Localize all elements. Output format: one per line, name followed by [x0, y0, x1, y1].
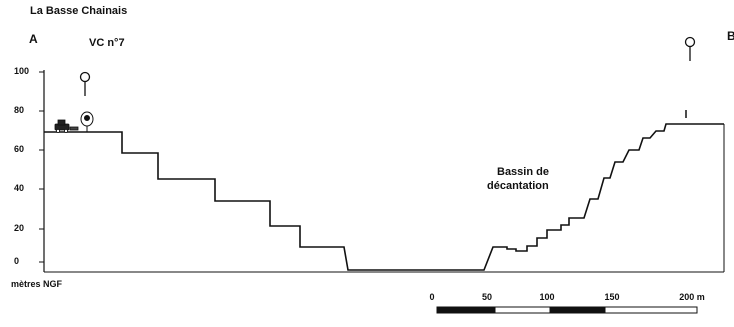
survey-marker-b-icon [684, 36, 696, 61]
vc-label: VC n°7 [89, 37, 125, 49]
y-tick-label: 100 [14, 66, 30, 76]
y-tick-label: 20 [14, 223, 25, 233]
y-axis-ticks [39, 71, 44, 263]
terrain-profile [44, 123, 724, 271]
scale-tick-label: 0 [429, 292, 435, 302]
y-tick-label: 80 [14, 105, 25, 115]
scale-bar [436, 306, 698, 314]
basin-label-line2: décantation [487, 180, 549, 192]
y-tick-label: 60 [14, 144, 25, 154]
scale-tick-label: 100 [539, 292, 555, 302]
y-axis-unit-label: mètres NGF [11, 279, 63, 289]
scale-tick-label: 50 [481, 292, 493, 302]
point-a-label: A [29, 32, 38, 46]
vehicle-icon [54, 119, 79, 133]
y-tick-label: 0 [14, 256, 20, 266]
tree-symbol-icon [80, 111, 94, 132]
survey-marker-icon [79, 71, 91, 96]
y-tick-label: 40 [14, 183, 25, 193]
point-b-label: B [727, 29, 734, 43]
scale-tick-label: 200 m [679, 292, 705, 302]
basin-label-line1: Bassin de [497, 166, 549, 178]
scale-tick-label: 150 [604, 292, 620, 302]
site-title: La Basse Chainais [30, 5, 128, 17]
